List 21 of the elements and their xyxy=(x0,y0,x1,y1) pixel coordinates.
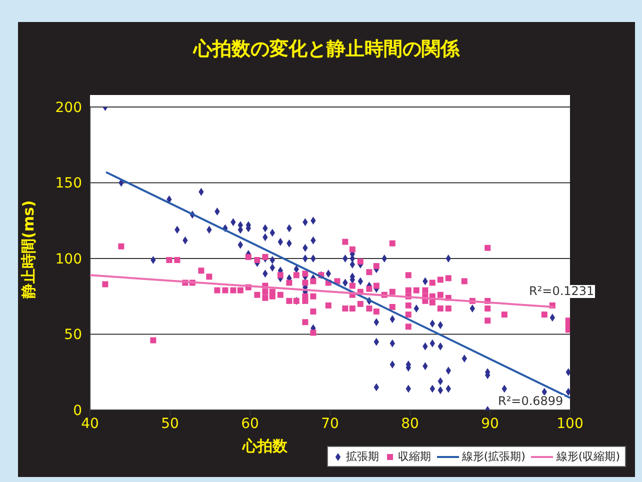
legend-label: 拡張期 xyxy=(344,449,379,464)
y-tick-label: 200 xyxy=(55,100,82,116)
y-tick-label: 100 xyxy=(55,251,82,268)
y-tick-label: 50 xyxy=(64,327,82,344)
x-tick-label: 50 xyxy=(161,416,179,432)
x-tick-label: 90 xyxy=(481,416,499,432)
annotation: R²=0.1231 xyxy=(528,284,596,298)
x-tick-label: 60 xyxy=(241,416,259,432)
y-tick-label: 150 xyxy=(55,176,82,192)
x-tick-label: 70 xyxy=(321,416,339,432)
y-axis-title: 静止時間(ms) xyxy=(19,200,38,300)
x-tick-label: 80 xyxy=(401,416,419,432)
x-tick-label: 40 xyxy=(81,416,99,432)
x-axis-title: 心拍数 xyxy=(241,437,288,456)
legend-label: 収縮期 xyxy=(396,449,431,464)
y-tick-label: 0 xyxy=(73,402,82,419)
legend-label: 線形(収縮期) xyxy=(555,449,620,464)
annotation: R²=0.6899 xyxy=(497,394,564,408)
legend-label: 線形(拡張期) xyxy=(460,449,526,464)
x-tick-label: 100 xyxy=(556,416,584,432)
chart-title: 心拍数の変化と静止時間の関係 xyxy=(192,37,461,62)
